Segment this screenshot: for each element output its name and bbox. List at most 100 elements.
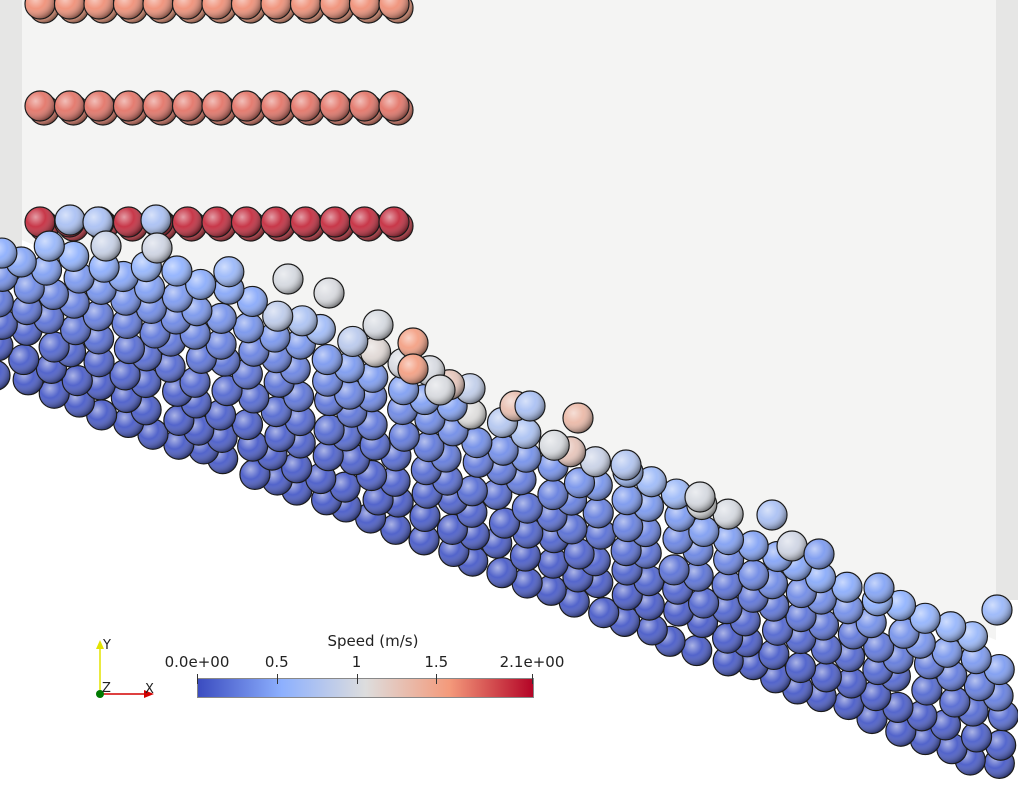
particle-shading	[835, 642, 865, 672]
particle-shading	[162, 282, 192, 312]
particle-shading	[313, 441, 343, 471]
particle-shading	[32, 255, 62, 285]
particle-shading	[114, 91, 143, 121]
particle-shading	[84, 0, 114, 19]
particle-shading	[515, 391, 545, 421]
particle-shading	[487, 558, 517, 588]
particle-shading	[261, 397, 291, 427]
particle-shading	[663, 524, 693, 554]
particle-shading	[265, 422, 295, 452]
y-axis-label: Y	[103, 638, 111, 653]
x-axis-label: X	[145, 682, 154, 697]
particle-shading	[91, 231, 121, 261]
particle-shading	[513, 518, 543, 548]
particle-shading	[55, 91, 84, 121]
colorbar-tick	[436, 674, 438, 684]
particle-shading	[141, 205, 171, 235]
particle-shading	[682, 636, 712, 666]
particle-shading	[580, 447, 610, 477]
particle-shading	[398, 354, 428, 384]
particle-layer	[0, 0, 1018, 779]
particle-shading	[320, 91, 350, 121]
z-axis-dot	[96, 690, 104, 698]
particle-shading	[239, 383, 269, 413]
particle-shading	[984, 655, 1014, 685]
particle-shading	[0, 361, 10, 389]
particle-shading	[757, 500, 787, 530]
particle-shading	[786, 624, 816, 654]
particle-shading	[661, 479, 691, 509]
particle-shading	[361, 337, 391, 367]
particle-shading	[806, 563, 836, 593]
particle-shading	[312, 345, 342, 375]
particle-shading	[237, 286, 267, 316]
particle-shading	[173, 207, 202, 237]
particle-shading	[889, 618, 919, 648]
particle-shading	[138, 419, 168, 449]
particle-shading	[335, 379, 365, 409]
particle-shading	[811, 662, 841, 692]
particle-shading	[713, 525, 743, 555]
particle-shading	[912, 675, 942, 705]
particle-shading	[613, 512, 643, 542]
particle-shading	[583, 498, 613, 528]
particle-shading	[202, 0, 232, 19]
particle-shading	[962, 722, 992, 752]
particle-shading	[273, 264, 303, 294]
particle-shading	[885, 590, 915, 620]
colorbar-gradient	[197, 678, 534, 698]
particle-shading	[482, 479, 512, 509]
particle-shading	[713, 646, 743, 676]
particle-shading	[379, 0, 409, 19]
particle-shading	[786, 653, 816, 683]
particle-shading	[462, 428, 492, 458]
particle-shading	[261, 207, 291, 237]
particle-shading	[689, 516, 719, 546]
particle-shading	[363, 310, 393, 340]
particle-shading	[739, 560, 769, 590]
particle-shading	[85, 370, 115, 400]
particle-shading	[864, 573, 894, 603]
particle-shading	[539, 430, 569, 460]
particle-shading	[180, 367, 210, 397]
particle-shading	[564, 539, 594, 569]
particle-shading	[410, 501, 440, 531]
particle-shading	[414, 432, 444, 462]
particle-shading	[263, 301, 293, 331]
particle-shading	[777, 531, 807, 561]
particle-shading	[59, 241, 89, 271]
particle-shading	[659, 555, 689, 585]
colorbar-tick-label: 2.1e+00	[499, 653, 565, 671]
particle-shading	[511, 418, 541, 448]
y-axis-arrow	[96, 640, 104, 649]
particle-shading	[664, 596, 694, 626]
particle-shading	[25, 91, 55, 121]
particle-shading	[61, 315, 91, 345]
particle-shading	[864, 632, 894, 662]
particle-shading	[206, 303, 236, 333]
particle-shading	[738, 531, 768, 561]
particle-shading	[512, 568, 542, 598]
particle-shading	[538, 480, 568, 510]
particle-shading	[910, 603, 940, 633]
particle-shading	[9, 345, 39, 375]
particle-shading	[683, 561, 713, 591]
particle-shading	[457, 476, 487, 506]
particle-shading	[439, 536, 469, 566]
speed-colorbar: Speed (m/s) 0.0e+00 0.5 1 1.5 2.1e+00	[160, 630, 580, 710]
particle-shading	[291, 91, 320, 121]
particle-shading	[932, 637, 962, 667]
particle-shading	[232, 207, 261, 237]
particle-shading	[202, 91, 232, 121]
particle-shading	[330, 472, 360, 502]
particle-shading	[83, 301, 113, 331]
colorbar-tick-label: 0.0e+00	[164, 653, 230, 671]
particle-shading	[207, 422, 237, 452]
particle-shading	[930, 710, 960, 740]
particle-shading	[350, 207, 379, 237]
particle-shading	[389, 421, 419, 451]
particle-shading	[907, 701, 937, 731]
particle-shading	[25, 0, 55, 19]
